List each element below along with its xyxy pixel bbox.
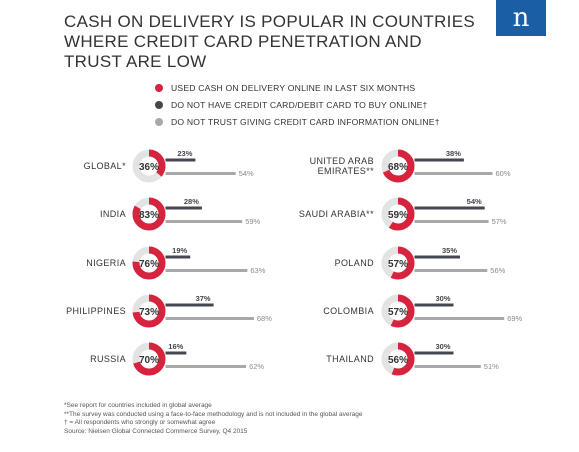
no-trust-value-thailand: 51% xyxy=(484,362,499,371)
no-card-value-russia: 16% xyxy=(168,342,183,351)
chart-title: CASH ON DELIVERY IS POPULAR IN COUNTRIES… xyxy=(64,12,475,71)
no-card-bar-thailand xyxy=(414,351,454,355)
no-trust-value-united-arab-emirates: 60% xyxy=(496,169,511,178)
no-trust-bar-india xyxy=(165,220,243,223)
country-label-nigeria: NIGERIA xyxy=(86,258,126,268)
country-label-united-arab-emirates: EMIRATES** xyxy=(318,166,374,176)
no-trust-value-colombia: 69% xyxy=(507,314,522,323)
cod-value-nigeria: 76% xyxy=(139,259,159,270)
no-trust-bar-global xyxy=(165,172,236,175)
legend-swatch-no-trust xyxy=(155,117,163,126)
footnotes: *See report for countries included in gl… xyxy=(64,402,362,436)
no-trust-value-saudi-arabia: 57% xyxy=(492,217,507,226)
no-trust-bar-poland xyxy=(414,269,488,272)
cod-ring-nigeria xyxy=(132,246,166,280)
no-trust-bar-nigeria xyxy=(165,269,248,272)
no-card-bar-nigeria xyxy=(165,255,191,259)
cod-value-colombia: 57% xyxy=(388,307,408,318)
legend: USED CASH ON DELIVERY ONLINE IN LAST SIX… xyxy=(155,80,440,131)
cod-value-global: 36% xyxy=(139,162,159,173)
no-card-value-india: 28% xyxy=(184,197,199,206)
cod-value-india: 83% xyxy=(139,210,159,221)
footnote-methodology: **The survey was conducted using a face-… xyxy=(64,410,363,418)
country-label-colombia: COLOMBIA xyxy=(323,306,374,316)
no-card-bar-india xyxy=(165,206,202,210)
cod-ring-saudi-arabia xyxy=(381,197,415,231)
no-trust-bar-colombia xyxy=(414,317,505,320)
cod-ring-poland xyxy=(381,246,415,280)
legend-item-no-card: DO NOT HAVE CREDIT CARD/DEBIT CARD TO BU… xyxy=(155,97,440,112)
no-trust-bar-philippines xyxy=(165,317,254,320)
cod-value-philippines: 73% xyxy=(139,307,159,318)
no-trust-bar-russia xyxy=(165,365,247,368)
cod-value-thailand: 56% xyxy=(388,355,408,366)
no-card-bar-united-arab-emirates xyxy=(414,158,464,162)
cod-ring-philippines xyxy=(132,294,166,328)
legend-label-cod: USED CASH ON DELIVERY ONLINE IN LAST SIX… xyxy=(171,82,416,93)
no-trust-bar-united-arab-emirates xyxy=(414,172,493,175)
legend-item-cod: USED CASH ON DELIVERY ONLINE IN LAST SIX… xyxy=(155,80,440,95)
no-trust-value-philippines: 68% xyxy=(257,314,272,323)
no-card-bar-philippines xyxy=(165,303,214,307)
cod-ring-thailand xyxy=(381,342,415,376)
cod-ring-russia xyxy=(132,342,166,376)
no-trust-value-global: 54% xyxy=(239,169,254,178)
country-label-saudi-arabia: SAUDI ARABIA** xyxy=(299,209,374,219)
no-card-bar-colombia xyxy=(414,303,454,307)
logo-letter: n xyxy=(512,3,530,33)
footnote-dagger: † = All respondents who strongly or some… xyxy=(64,419,216,427)
chart-plot: GLOBAL* 36% 23% 54% INDIA 83% 28% 59% NIGERIA 76%… xyxy=(66,149,523,376)
footnote-global: *See report for countries included in gl… xyxy=(64,402,212,409)
country-label-united-arab-emirates: UNITED ARAB xyxy=(310,156,374,166)
nielsen-logo: n xyxy=(496,0,546,36)
no-trust-value-poland: 56% xyxy=(490,266,505,275)
no-card-bar-poland xyxy=(414,255,460,259)
no-card-value-colombia: 30% xyxy=(435,294,450,303)
no-trust-value-nigeria: 63% xyxy=(250,266,265,275)
no-card-value-thailand: 30% xyxy=(435,342,450,351)
no-trust-value-russia: 62% xyxy=(249,362,264,371)
no-trust-value-india: 59% xyxy=(245,217,260,226)
legend-item-no-trust: DO NOT TRUST GIVING CREDIT CARD INFORMAT… xyxy=(155,114,440,129)
legend-label-no-card: DO NOT HAVE CREDIT CARD/DEBIT CARD TO BU… xyxy=(171,99,428,110)
legend-swatch-no-card xyxy=(155,100,163,109)
country-label-india: INDIA xyxy=(100,209,126,219)
no-trust-bar-saudi-arabia xyxy=(414,220,489,223)
no-card-value-philippines: 37% xyxy=(196,294,211,303)
no-card-bar-saudi-arabia xyxy=(414,206,485,210)
no-card-bar-russia xyxy=(165,351,187,355)
footnote-source: Source: Nielsen Global Connected Commerc… xyxy=(64,427,248,435)
country-label-philippines: PHILIPPINES xyxy=(66,306,126,316)
country-label-poland: POLAND xyxy=(335,258,375,268)
cod-ring-colombia xyxy=(381,294,415,328)
cod-value-united-arab-emirates: 68% xyxy=(388,162,408,173)
no-card-value-poland: 35% xyxy=(442,246,457,255)
no-card-value-nigeria: 19% xyxy=(172,246,187,255)
country-label-thailand: THAILAND xyxy=(326,354,374,364)
cod-ring-united-arab-emirates xyxy=(381,149,415,183)
cod-value-poland: 57% xyxy=(388,259,408,270)
no-card-value-saudi-arabia: 54% xyxy=(467,197,482,206)
no-card-value-global: 23% xyxy=(177,149,192,158)
no-card-bar-global xyxy=(165,158,196,162)
legend-swatch-cod xyxy=(155,83,163,92)
no-trust-bar-thailand xyxy=(414,365,481,368)
cod-value-saudi-arabia: 59% xyxy=(388,210,408,221)
legend-label-no-trust: DO NOT TRUST GIVING CREDIT CARD INFORMAT… xyxy=(171,116,440,127)
no-card-value-united-arab-emirates: 38% xyxy=(446,149,461,158)
cod-ring-global xyxy=(132,149,166,183)
country-label-global: GLOBAL* xyxy=(84,161,126,171)
country-label-russia: RUSSIA xyxy=(90,354,126,364)
cod-ring-india xyxy=(132,197,166,231)
cod-value-russia: 70% xyxy=(139,355,159,366)
